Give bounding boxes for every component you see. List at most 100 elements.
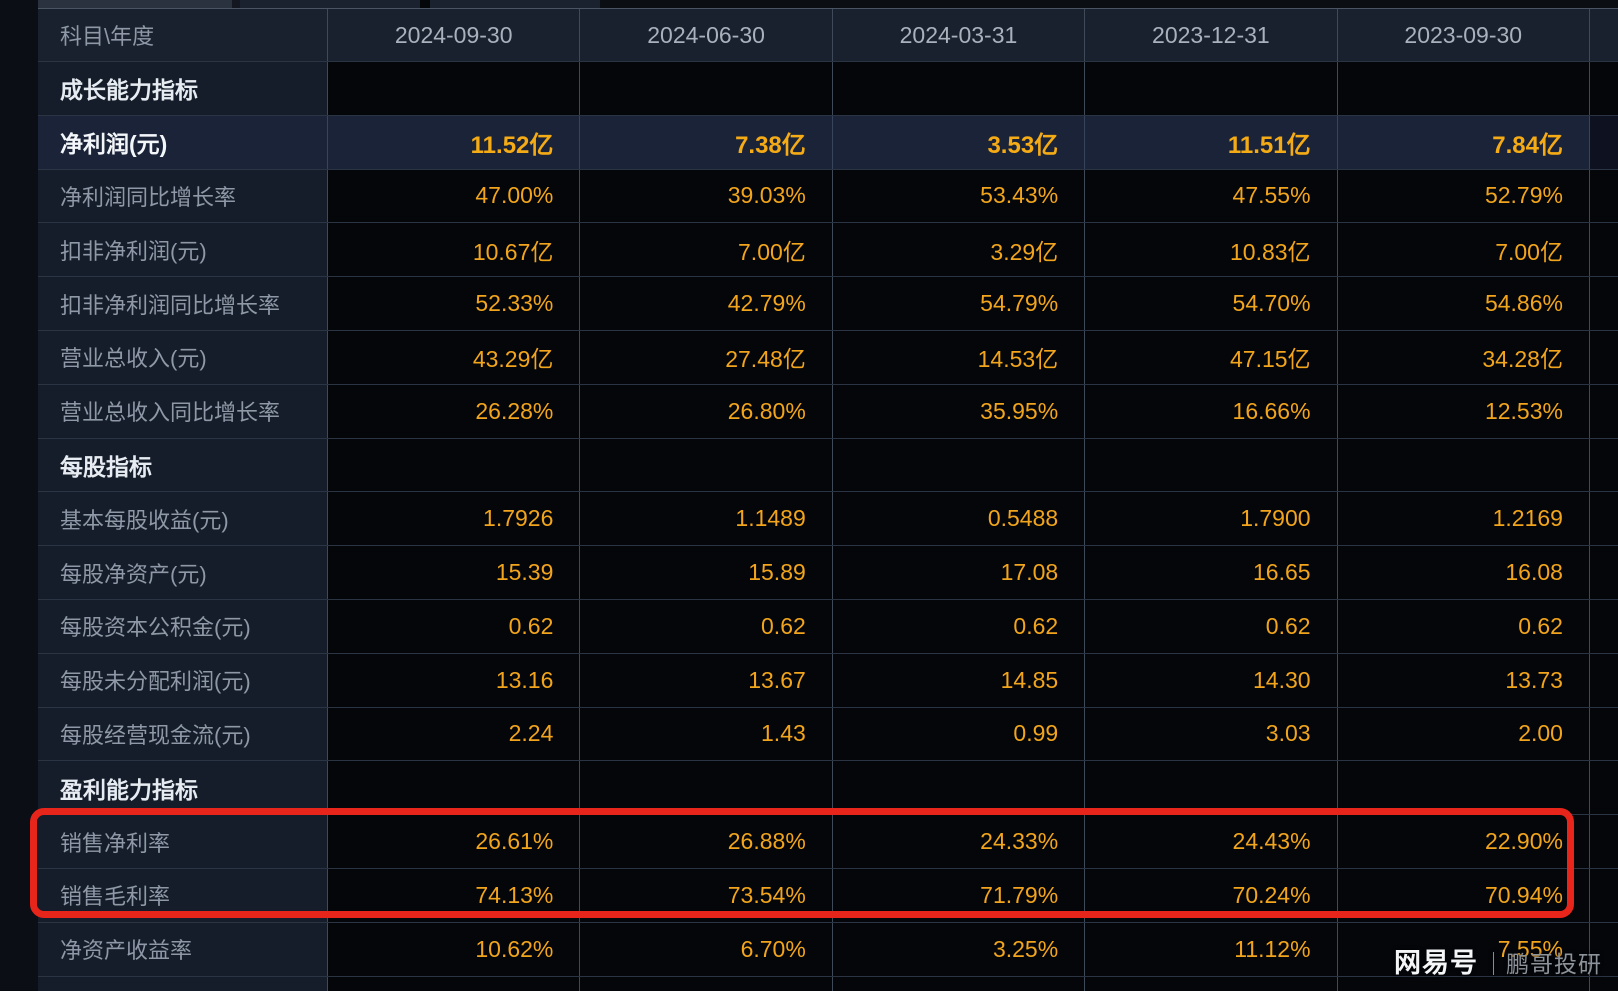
- table-row-3[interactable]: 扣非净利润(元) 10.67亿 7.00亿 3.29亿 10.83亿 7.00亿: [38, 223, 1618, 278]
- value-cell: 14.30: [1085, 653, 1338, 707]
- value-cell-text: 26.88%: [727, 828, 806, 855]
- table-row-6[interactable]: 营业总收入同比增长率 26.28% 26.80% 35.95% 16.66% 12.53%: [38, 384, 1618, 439]
- value-cell: 26.28%: [328, 384, 581, 438]
- value-cell: 16.08: [1337, 546, 1590, 599]
- table-row-11[interactable]: 每股未分配利润(元) 13.16 13.67 14.85 14.30 13.73: [38, 653, 1618, 708]
- value-cell: 54.79%: [832, 277, 1086, 330]
- value-cell-text: 47.15亿: [1230, 346, 1311, 373]
- value-cell-text: 42.79%: [727, 290, 806, 317]
- table-row-14[interactable]: 销售净利率 26.61% 26.88% 24.33% 24.43% 22.90%: [38, 815, 1618, 869]
- value-cell: 24.33%: [832, 815, 1086, 868]
- value-cell: 1.7926: [328, 492, 581, 546]
- header-date-cell-2[interactable]: 2024-03-31: [832, 9, 1086, 61]
- partial-column-cell: [1589, 492, 1618, 546]
- partial-column-cell: [1589, 707, 1618, 761]
- table-row-16[interactable]: 净资产收益率 10.62% 6.70% 3.25% 11.12% 7.55%: [38, 922, 1618, 977]
- value-cell-text: 16.65: [1253, 559, 1311, 586]
- row-label-cell: 每股经营现金流(元): [38, 707, 328, 761]
- header-date-cell-3[interactable]: 2023-12-31: [1085, 9, 1338, 61]
- financial-metrics-table: 科目\年度 2024-09-30 2024-06-30 2024-03-31 2023-…: [38, 8, 1618, 991]
- value-cell-text: 0.62: [761, 612, 806, 639]
- value-cell: 1.2169: [1337, 492, 1590, 546]
- value-cell: [328, 438, 581, 492]
- value-cell-text: 16.66%: [1232, 397, 1311, 424]
- value-cell-text: 47.00%: [475, 182, 554, 209]
- value-cell: 0.62: [1337, 599, 1590, 653]
- value-cell: 47.00%: [328, 169, 581, 223]
- value-cell: [328, 761, 581, 815]
- value-cell-text: 24.43%: [1232, 828, 1311, 855]
- table-row-8[interactable]: 基本每股收益(元) 1.7926 1.1489 0.5488 1.7900 1.2169: [38, 492, 1618, 547]
- value-cell: 1.43: [580, 707, 833, 761]
- partial-column-cell: [1589, 384, 1618, 438]
- value-cell-text: 17.08: [1000, 559, 1059, 586]
- value-cell-text: 0.62: [1013, 612, 1059, 639]
- value-cell: 11.51亿: [1085, 115, 1338, 169]
- clipped-bottom-row: [38, 976, 1618, 991]
- value-cell-text: 2.24: [508, 720, 554, 747]
- value-cell: 34.28亿: [1337, 330, 1590, 384]
- row-label-cell: 成长能力指标: [38, 62, 328, 115]
- row-label-cell-text: 扣非净利润(元): [60, 238, 207, 264]
- value-cell-text: 26.61%: [475, 828, 554, 855]
- watermark-author: ｜鹏哥投研: [1482, 951, 1602, 977]
- value-cell-text: 10.67亿: [472, 238, 554, 265]
- toolbar-segment: [600, 0, 1618, 8]
- header-date-cell-0[interactable]: 2024-09-30: [328, 9, 581, 61]
- value-cell-text: 1.7926: [483, 505, 554, 532]
- value-cell-text: 52.79%: [1484, 182, 1563, 209]
- value-cell: 43.29亿: [328, 330, 581, 384]
- value-cell: 0.62: [580, 599, 833, 653]
- value-cell-text: 11.12%: [1234, 935, 1311, 962]
- toolbar-segment: [420, 0, 430, 8]
- header-date-cell-4[interactable]: 2023-09-30: [1337, 9, 1590, 61]
- table-row-0[interactable]: 成长能力指标: [38, 62, 1618, 116]
- value-cell: [580, 62, 833, 115]
- value-cell-text: 7.84亿: [1492, 131, 1563, 159]
- table-row-5[interactable]: 营业总收入(元) 43.29亿 27.48亿 14.53亿 47.15亿 34.28亿: [38, 330, 1618, 385]
- value-cell-text: 54.86%: [1484, 290, 1563, 317]
- value-cell: 3.53亿: [832, 115, 1086, 169]
- value-cell: 26.88%: [580, 815, 833, 868]
- value-cell: [1085, 62, 1338, 115]
- table-row-1[interactable]: 净利润(元) 11.52亿 7.38亿 3.53亿 11.51亿 7.84亿: [38, 115, 1618, 170]
- value-cell-text: 71.79%: [980, 881, 1059, 908]
- table-row-12[interactable]: 每股经营现金流(元) 2.24 1.43 0.99 3.03 2.00: [38, 707, 1618, 762]
- value-cell: [832, 761, 1086, 815]
- value-cell: 0.62: [1085, 599, 1338, 653]
- value-cell: 0.62: [328, 599, 581, 653]
- value-cell: 74.13%: [328, 868, 581, 922]
- value-cell: 14.85: [832, 653, 1086, 707]
- value-cell: 7.00亿: [1337, 223, 1590, 277]
- table-row-4[interactable]: 扣非净利润同比增长率 52.33% 42.79% 54.79% 54.70% 54.86%: [38, 277, 1618, 331]
- partial-column-cell: [1589, 653, 1618, 707]
- value-cell: 0.62: [832, 599, 1086, 653]
- value-cell: 7.38亿: [580, 115, 833, 169]
- value-cell: 16.66%: [1085, 384, 1338, 438]
- value-cell: 13.67: [580, 653, 833, 707]
- header-date-cell-1[interactable]: 2024-06-30: [580, 9, 833, 61]
- value-cell: [1085, 438, 1338, 492]
- partial-column-cell: [1589, 922, 1618, 976]
- table-row-2[interactable]: 净利润同比增长率 47.00% 39.03% 53.43% 47.55% 52.79%: [38, 169, 1618, 224]
- value-cell: 22.90%: [1337, 815, 1590, 868]
- row-label-cell-text: 基本每股收益(元): [60, 507, 229, 533]
- value-cell: 15.39: [328, 546, 581, 599]
- value-cell-text: 7.38亿: [735, 131, 806, 159]
- value-cell-text: 26.80%: [727, 397, 806, 424]
- table-row-15[interactable]: 销售毛利率 74.13% 73.54% 71.79% 70.24% 70.94%: [38, 868, 1618, 923]
- table-row-10[interactable]: 每股资本公积金(元) 0.62 0.62 0.62 0.62 0.62: [38, 599, 1618, 654]
- value-cell: 1.7900: [1085, 492, 1338, 546]
- partial-column-cell: [1589, 115, 1618, 169]
- toolbar-segment: [38, 0, 232, 8]
- value-cell: 13.16: [328, 653, 581, 707]
- table-row-13[interactable]: 盈利能力指标: [38, 761, 1618, 816]
- table-row-7[interactable]: 每股指标: [38, 438, 1618, 493]
- value-cell-text: 7.55%: [1497, 935, 1563, 962]
- partial-column-cell: [1589, 438, 1618, 492]
- table-row-9[interactable]: 每股净资产(元) 15.39 15.89 17.08 16.65 16.08: [38, 546, 1618, 600]
- row-label-cell-text: 每股资本公积金(元): [60, 615, 251, 641]
- value-cell-text: 52.33%: [475, 290, 554, 317]
- value-cell-text: 14.85: [1000, 666, 1059, 693]
